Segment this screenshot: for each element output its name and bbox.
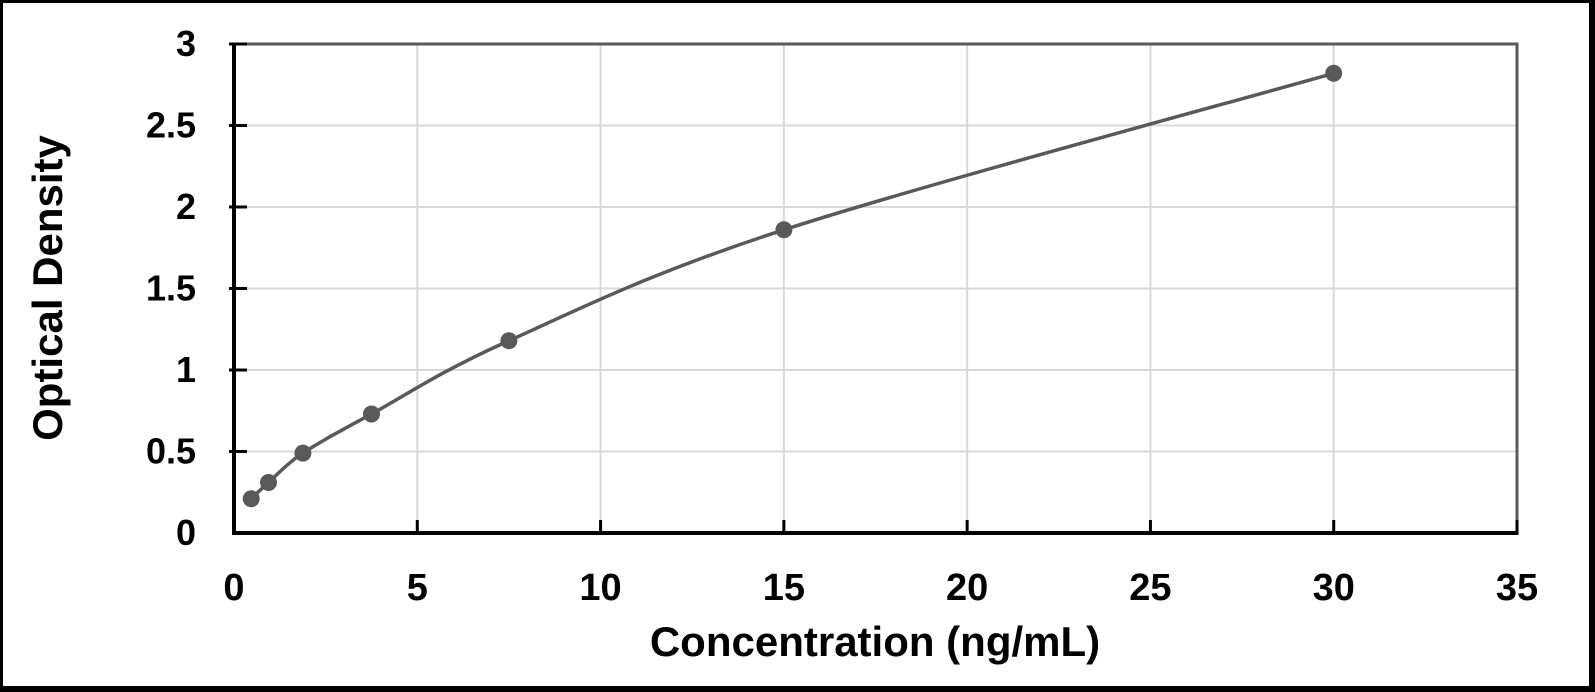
x-tick-label: 0 (223, 567, 244, 609)
tick-labels: 0 5 10 15 20 25 30 35 0 0.5 1 1.5 2 2.5 3 (146, 23, 1538, 609)
x-axis-title: Concentration (ng/mL) (650, 618, 1100, 665)
y-tick-label: 0.5 (146, 431, 196, 472)
fitted-curve (249, 71, 1336, 501)
data-point (1325, 64, 1343, 82)
x-tick-label: 15 (763, 567, 805, 609)
y-tick-label: 3 (176, 23, 196, 64)
data-point (500, 332, 518, 350)
data-point (363, 405, 380, 423)
y-tick-label: 1.5 (146, 268, 196, 309)
plot-border (234, 42, 1519, 533)
x-tick-label: 20 (946, 567, 988, 609)
y-tick-label: 1 (176, 349, 196, 390)
data-point (294, 444, 312, 462)
y-tick-label: 2.5 (146, 105, 196, 146)
y-tick-label: 2 (176, 186, 196, 227)
x-tick-label: 25 (1129, 567, 1171, 609)
gridlines (234, 44, 1517, 533)
data-series (242, 64, 1343, 508)
tick-marks (229, 42, 1519, 535)
x-tick-label: 35 (1496, 567, 1538, 609)
x-tick-label: 30 (1313, 567, 1355, 609)
x-tick-label: 5 (407, 567, 428, 609)
data-point (242, 490, 260, 508)
x-tick-label: 10 (579, 567, 621, 609)
y-axis-title: Optical Density (24, 134, 71, 440)
data-point (260, 474, 277, 491)
data-point (775, 221, 793, 239)
y-tick-label: 0 (176, 512, 196, 553)
